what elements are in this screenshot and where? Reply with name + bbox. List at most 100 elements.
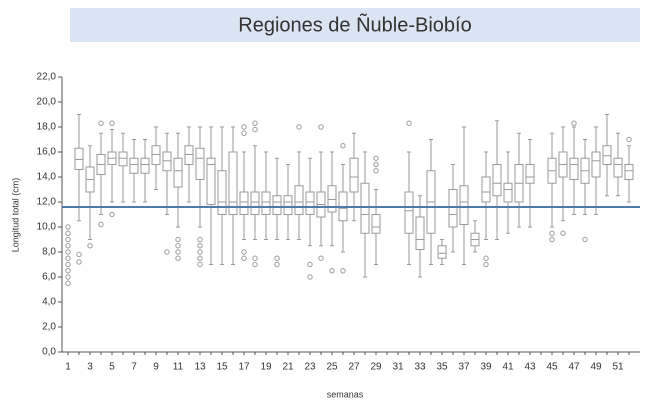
box: [272, 195, 282, 215]
outlier: [252, 255, 258, 261]
outlier: [329, 268, 335, 274]
box: [294, 185, 304, 215]
x-tick-label: 9: [153, 362, 159, 373]
outlier: [65, 255, 71, 261]
outlier: [65, 280, 71, 286]
title-bar: [70, 8, 640, 42]
x-tick-label: 37: [458, 362, 470, 373]
y-tick-label: 8,0: [42, 247, 56, 258]
x-tick-label: 47: [568, 362, 580, 373]
y-tick-label: 18,0: [37, 122, 57, 133]
x-tick-label: 39: [480, 362, 492, 373]
outlier: [164, 249, 170, 255]
x-tick-label: 27: [348, 362, 360, 373]
x-tick-label: 49: [590, 362, 602, 373]
box: [184, 145, 194, 165]
outlier: [175, 255, 181, 261]
outlier: [274, 261, 280, 268]
x-tick-label: 33: [414, 362, 426, 373]
x-tick-label: 43: [524, 362, 536, 373]
box: [459, 185, 469, 225]
outlier: [252, 120, 258, 126]
chart-title: Regiones de Ñuble-Biobío: [238, 12, 472, 36]
x-tick-label: 3: [87, 362, 93, 373]
box: [173, 157, 183, 188]
y-tick-label: 2,0: [42, 322, 56, 333]
outlier: [307, 274, 313, 280]
x-tick-label: 23: [304, 362, 316, 373]
box: [415, 216, 425, 250]
x-tick-label: 11: [173, 362, 184, 373]
outlier: [109, 120, 115, 126]
x-tick-label: 15: [216, 362, 228, 373]
outlier: [307, 261, 313, 268]
outlier: [483, 255, 489, 261]
outlier: [318, 124, 324, 130]
y-tick-label: 0,0: [42, 347, 56, 358]
outlier: [98, 221, 104, 228]
outlier: [373, 155, 379, 161]
outlier: [65, 230, 71, 236]
outlier: [197, 255, 203, 261]
box: [206, 157, 216, 205]
x-tick-label: 35: [436, 362, 448, 373]
box: [239, 191, 249, 215]
outlier: [87, 243, 93, 249]
box: [129, 157, 139, 174]
box: [591, 151, 601, 178]
outlier: [65, 236, 71, 243]
y-tick-label: 20,0: [37, 97, 57, 108]
box: [492, 164, 502, 197]
outlier: [296, 124, 302, 130]
x-tick-label: 7: [131, 362, 137, 373]
box: [261, 191, 271, 215]
x-tick-label: 41: [502, 362, 514, 373]
x-axis-label: semanas: [327, 389, 364, 399]
box: [481, 176, 491, 203]
x-tick-label: 21: [282, 362, 294, 373]
x-tick-label: 25: [326, 362, 338, 373]
box: [624, 164, 634, 180]
box: [74, 147, 84, 170]
y-tick-label: 12,0: [37, 197, 57, 208]
outlier: [241, 130, 247, 136]
box: [217, 170, 227, 215]
x-tick-label: 45: [546, 362, 558, 373]
outlier: [483, 261, 489, 268]
outlier: [65, 249, 71, 255]
box: [602, 145, 612, 165]
outlier: [340, 268, 346, 274]
y-tick-label: 4,0: [42, 297, 56, 308]
outlier: [549, 236, 555, 243]
outlier: [197, 249, 203, 255]
box: [327, 185, 337, 213]
outlier: [571, 120, 577, 126]
y-tick-label: 14,0: [37, 172, 57, 183]
outlier: [175, 249, 181, 255]
box: [448, 189, 458, 228]
box: [151, 145, 161, 165]
outlier: [65, 268, 71, 274]
x-tick-label: 51: [612, 362, 624, 373]
y-tick-label: 16,0: [37, 147, 57, 158]
box: [140, 157, 150, 174]
outlier: [65, 243, 71, 249]
x-tick-label: 17: [238, 362, 250, 373]
box: [250, 191, 260, 215]
x-tick-label: 19: [260, 362, 272, 373]
x-tick-label: 31: [392, 362, 404, 373]
outlier: [626, 136, 632, 143]
outlier: [65, 261, 71, 268]
outlier: [76, 251, 82, 258]
y-tick-label: 6,0: [42, 272, 56, 283]
box: [569, 157, 579, 180]
outlier: [241, 249, 247, 255]
outlier: [373, 168, 379, 174]
outlier: [65, 224, 71, 230]
box: [360, 182, 370, 234]
box: [283, 195, 293, 215]
x-tick-label: 29: [370, 362, 382, 373]
outlier: [175, 243, 181, 249]
outlier: [252, 261, 258, 268]
